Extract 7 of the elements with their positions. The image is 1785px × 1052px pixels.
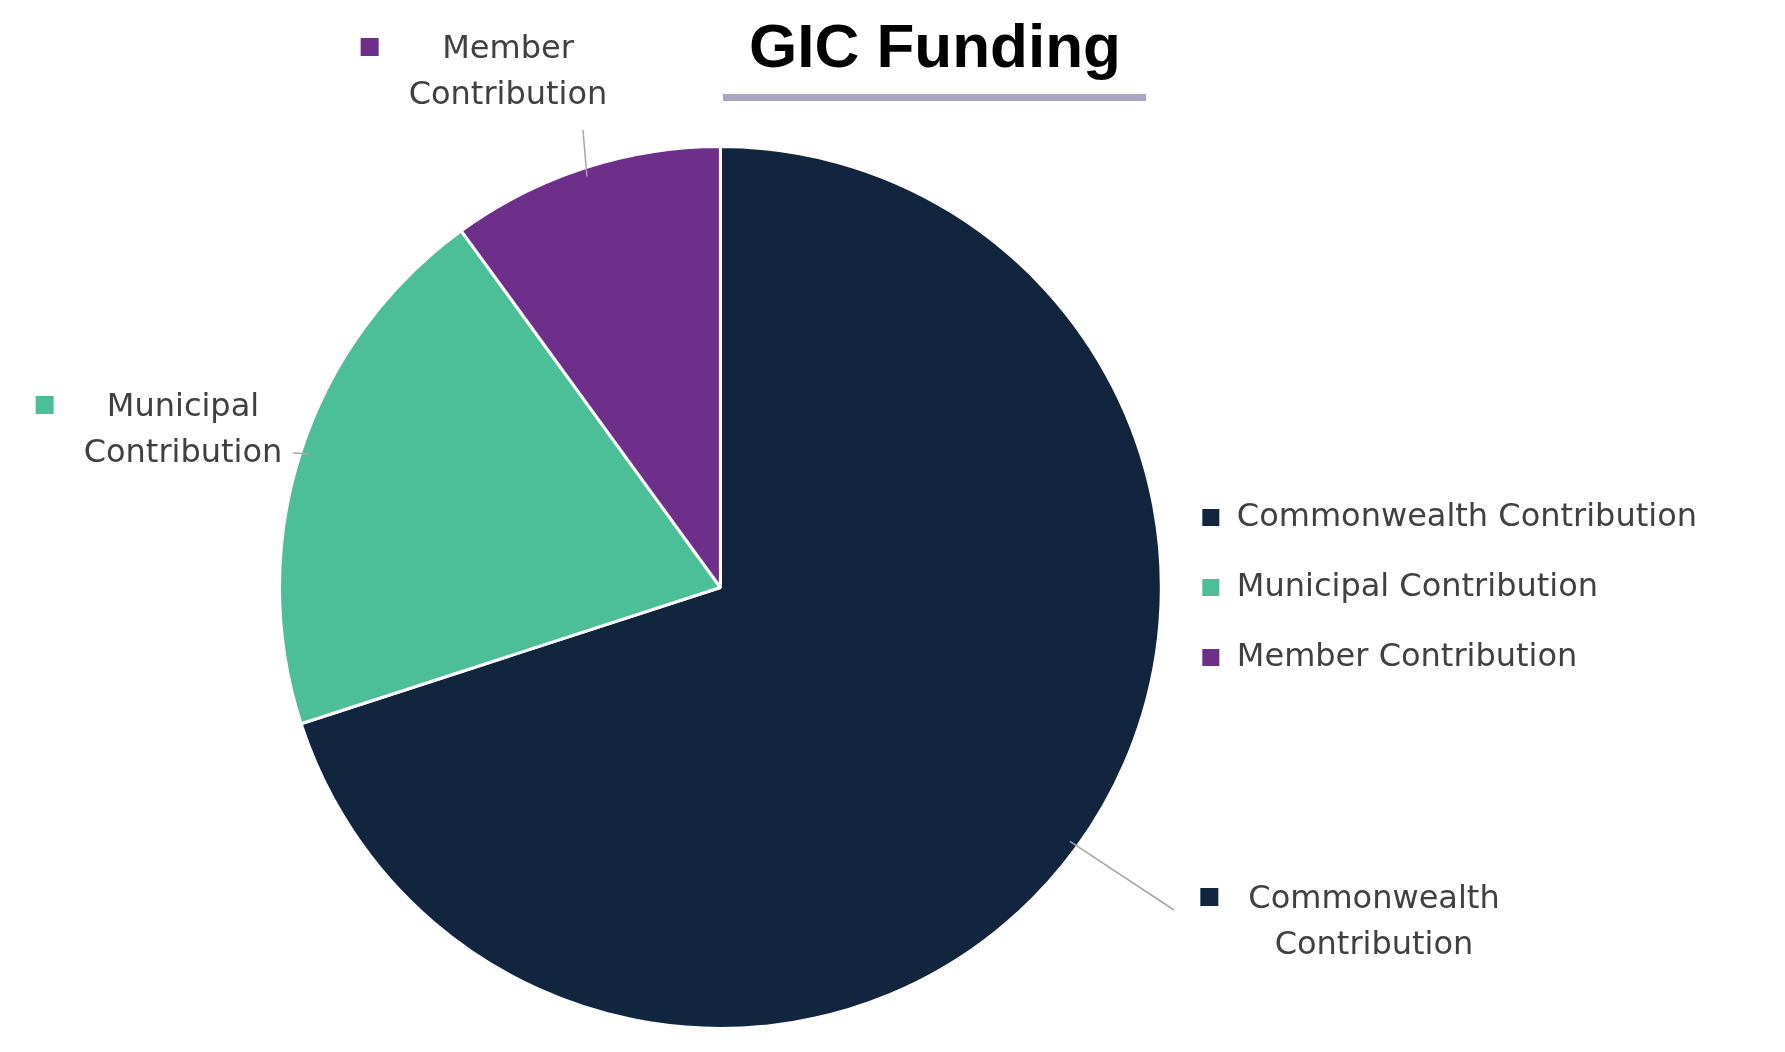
legend-label: Member Contribution bbox=[408, 28, 608, 112]
chart-title: GIC Funding bbox=[748, 10, 1122, 81]
category-label: Commonwealth Contribution bbox=[1248, 878, 1500, 962]
category-label: Member Contribution bbox=[1236, 635, 1578, 674]
legend-label: Commonwealth Contribution bbox=[1236, 495, 1697, 534]
category-label: Municipal Contribution bbox=[1236, 565, 1599, 604]
legend-label: Municipal Contribution bbox=[83, 386, 283, 470]
